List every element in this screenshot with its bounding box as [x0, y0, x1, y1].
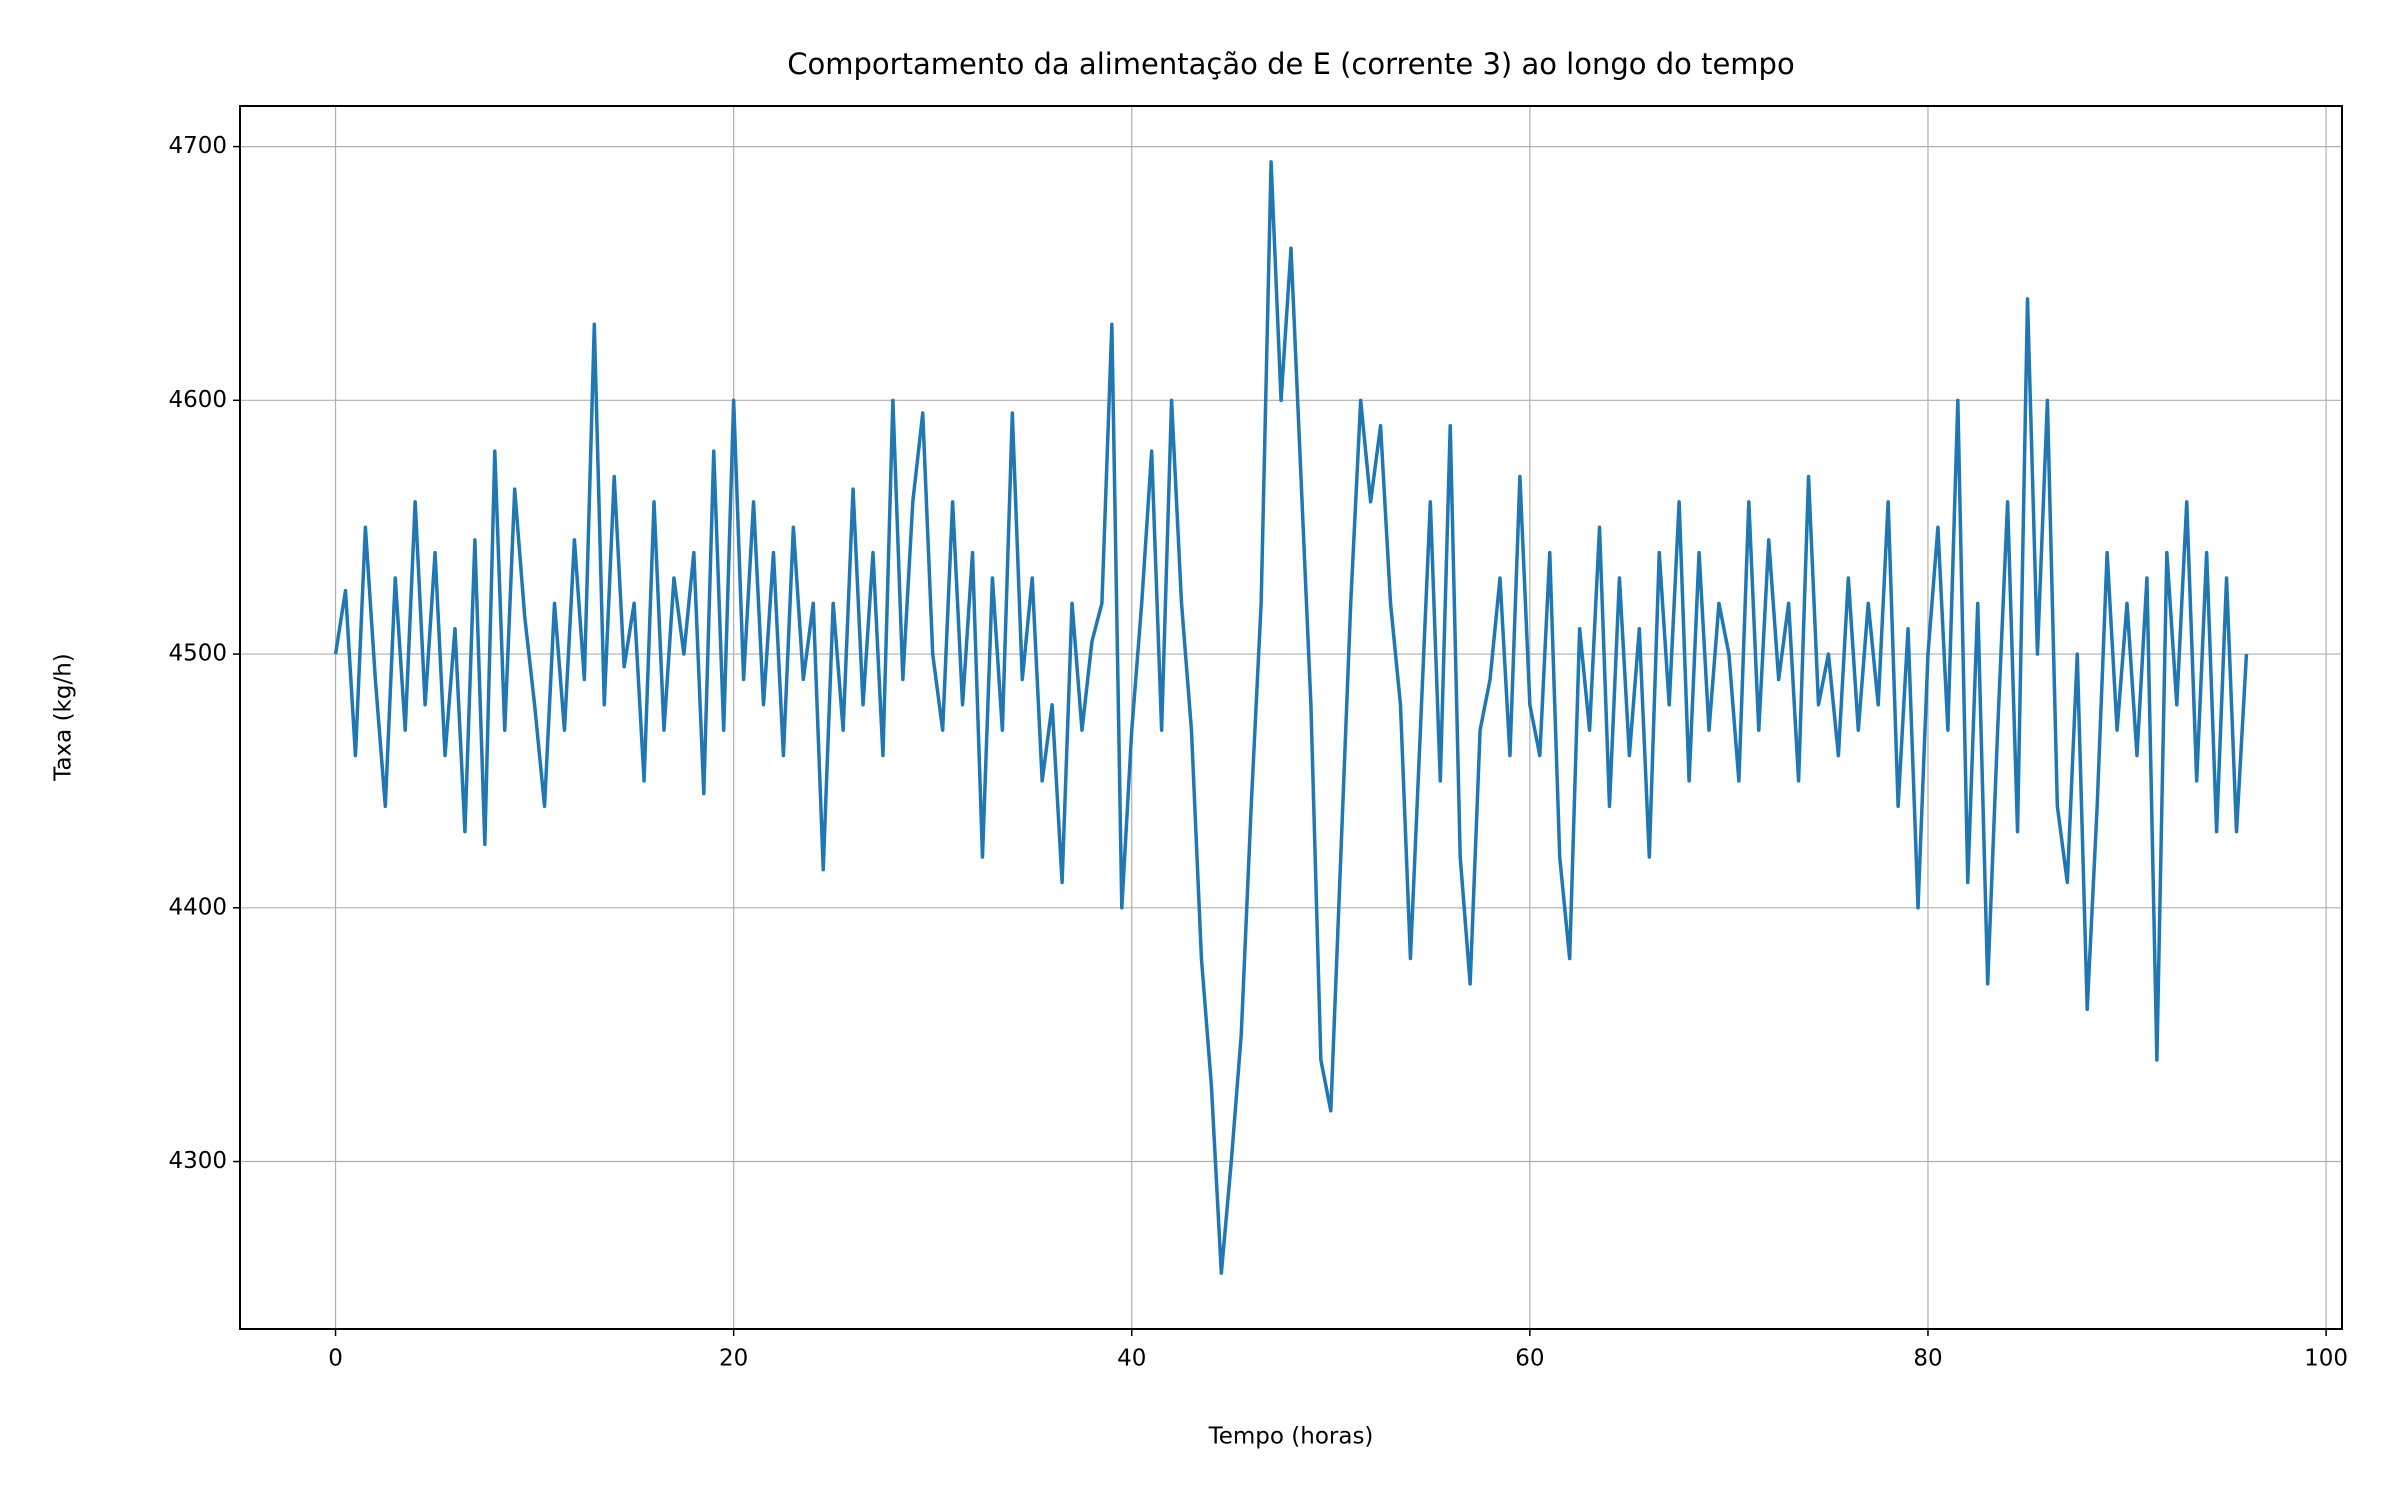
x-tick-label: 80: [1913, 1346, 1942, 1372]
plot-area: [333, 160, 2249, 1275]
data-line: [333, 160, 2249, 1275]
y-tick-label: 4500: [168, 641, 227, 667]
x-tick-label: 60: [1515, 1346, 1544, 1372]
y-tick-label: 4600: [168, 387, 227, 413]
chart-title: Comportamento da alimentação de E (corre…: [787, 47, 1794, 81]
x-tick-label: 100: [2304, 1346, 2348, 1372]
ticks: 0 20 40 60 80 100 4300 4400 4500 4600 4700: [168, 133, 2348, 1371]
grid: [240, 106, 2342, 1329]
x-tick-label: 40: [1117, 1346, 1146, 1372]
x-tick-label: 0: [328, 1346, 343, 1372]
axes-frame: [239, 105, 2343, 1330]
y-tick-label: 4700: [168, 133, 227, 159]
y-tick-label: 4400: [168, 894, 227, 920]
x-tick-label: 20: [719, 1346, 748, 1372]
x-axis-label: Tempo (horas): [1208, 1424, 1374, 1450]
y-axis-label: Taxa (kg/h): [51, 653, 77, 782]
y-tick-label: 4300: [168, 1148, 227, 1174]
